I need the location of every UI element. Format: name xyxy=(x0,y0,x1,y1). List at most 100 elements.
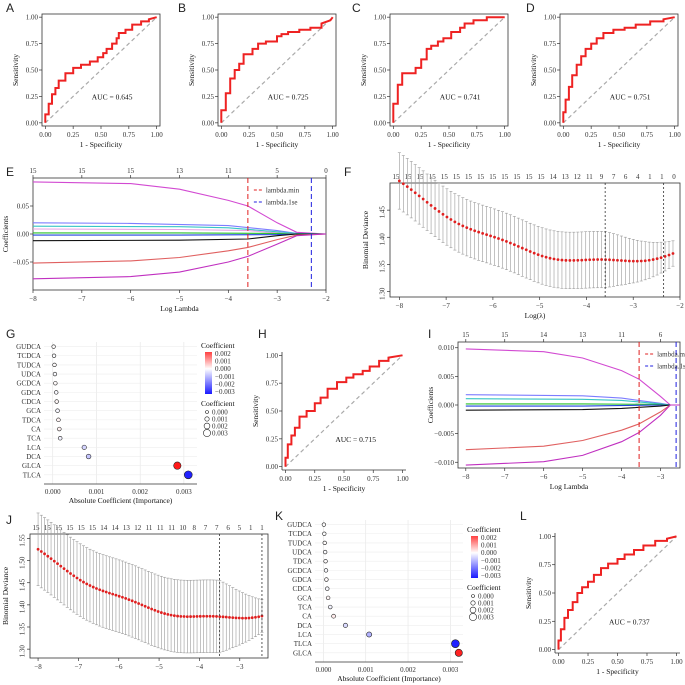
lasso-ytick-label-I: −0.010 xyxy=(434,459,454,467)
legend-size-key-K xyxy=(470,600,476,606)
lasso-xtick-label-E: −6 xyxy=(127,295,135,303)
cv-xtick-label-F: −8 xyxy=(396,302,404,310)
legend-color-tick-G: −0.002 xyxy=(215,380,235,388)
imp-xtick-label-K: 0.001 xyxy=(358,666,374,674)
lasso-ytick-label-I: 0.010 xyxy=(438,344,454,352)
cv-toptick-label-F: 15 xyxy=(465,173,473,181)
imp-point-G xyxy=(52,362,57,368)
roc-ylabel-B: Sensitivity xyxy=(187,54,196,86)
cv-point-F xyxy=(576,258,580,262)
cv-point-F xyxy=(512,243,516,247)
cv-point-J xyxy=(59,564,63,568)
cv-point-J xyxy=(192,615,196,618)
cv-point-F xyxy=(639,259,643,263)
cv-toptick-label-J: 11 xyxy=(168,524,175,532)
cv-toptick-label-F: 15 xyxy=(405,173,413,181)
legend-color-tick-G: −0.001 xyxy=(215,373,235,381)
cv-point-J xyxy=(172,614,176,618)
roc-curve-C xyxy=(392,16,505,123)
imp-point-K xyxy=(323,568,329,573)
cv-point-F xyxy=(663,254,667,258)
panel-label-L: L xyxy=(520,509,527,523)
legend-color-tick-G: 0.000 xyxy=(215,365,231,373)
cv-point-J xyxy=(176,614,179,618)
coef-path-E xyxy=(32,233,327,264)
panel-label-G: G xyxy=(6,327,15,341)
cv-ylabel-F: Binomial Deviance xyxy=(361,210,370,269)
roc-curve-H xyxy=(284,354,403,467)
imp-point-K xyxy=(324,577,329,582)
imp-point-G xyxy=(57,435,63,441)
roc-xtick-label-H: 0.75 xyxy=(367,475,380,483)
legend-min-label-E: lambda.min xyxy=(266,187,300,195)
imp-point-G xyxy=(53,381,58,386)
roc-curve-L xyxy=(557,535,677,650)
cv-toptick-label-J: 15 xyxy=(33,524,41,532)
roc-xtick-label-B: 0.25 xyxy=(243,131,256,139)
roc-xtick-label-L: 0.50 xyxy=(611,658,624,666)
roc-ytick-label-B: 1.00 xyxy=(202,14,215,22)
cv-point-J xyxy=(182,615,186,618)
auc-label-D: AUC = 0.751 xyxy=(610,93,651,102)
roc-xtick-label-D: 0.50 xyxy=(613,131,626,139)
cv-point-F xyxy=(429,203,433,207)
cv-point-F xyxy=(544,255,548,259)
auc-label-A: AUC = 0.645 xyxy=(92,93,133,102)
legend-color-tick-G: 0.002 xyxy=(215,350,231,358)
legend-size-key-G xyxy=(203,422,211,430)
cv-point-F xyxy=(501,238,504,242)
cv-xtick-label-J: −7 xyxy=(75,663,83,671)
roc-xtick-label-C: 0.00 xyxy=(387,131,400,139)
imp-category-label-G: GDCA xyxy=(21,389,41,397)
cv-point-F xyxy=(417,194,421,198)
imp-category-label-K: GCDCA xyxy=(287,567,312,575)
cv-point-J xyxy=(150,607,154,611)
roc-xtick-label-D: 0.75 xyxy=(641,131,654,139)
cv-point-J xyxy=(156,610,160,613)
imp-category-label-K: GLCA xyxy=(293,649,312,657)
cv-point-J xyxy=(98,588,102,592)
legend-size-label-G: 0.002 xyxy=(212,423,228,431)
lasso-toptick-label-E: 15 xyxy=(78,167,86,175)
legend-color-title-K: Coefficient xyxy=(467,525,502,534)
roc-curve-B xyxy=(220,16,334,123)
legend-size-key-K xyxy=(471,594,475,598)
cv-toptick-label-F: 9 xyxy=(600,173,604,181)
legend-color-title-G: Coefficient xyxy=(201,341,236,350)
cv-ytick-label-F: 1.30 xyxy=(379,287,387,300)
cv-point-J xyxy=(153,608,157,612)
cv-point-F xyxy=(409,188,413,192)
cv-point-J xyxy=(111,592,115,596)
legend-size-title-G: Coefficient xyxy=(201,399,236,408)
imp-category-label-G: LCA xyxy=(27,444,41,452)
cv-toptick-label-F: 15 xyxy=(489,173,497,181)
cv-toptick-label-F: 6 xyxy=(624,173,628,181)
imp-category-label-G: TUDCA xyxy=(17,361,41,369)
cv-point-J xyxy=(208,614,212,618)
cv-point-J xyxy=(185,615,189,618)
roc-diagonal-A xyxy=(44,16,158,124)
roc-xtick-label-H: 1.00 xyxy=(396,475,409,483)
cv-point-F xyxy=(600,258,604,261)
imp-category-label-G: CDCA xyxy=(22,398,41,406)
cv-xtick-label-F: −5 xyxy=(536,302,544,310)
cv-point-F xyxy=(449,218,453,221)
lasso-toptick-label-E: 15 xyxy=(30,167,38,175)
lasso-toptick-label-I: 6 xyxy=(659,331,663,339)
imp-xtick-label-K: 0.000 xyxy=(316,666,332,674)
roc-diagonal-B xyxy=(220,16,334,124)
cv-point-J xyxy=(163,612,167,615)
cv-point-F xyxy=(592,258,596,262)
cv-point-J xyxy=(234,616,238,620)
cv-point-J xyxy=(241,616,244,620)
roc-ytick-label-L: 1.00 xyxy=(539,533,552,541)
roc-ytick-label-B: 0.25 xyxy=(202,93,215,101)
cv-toptick-label-F: 15 xyxy=(513,173,521,181)
cv-point-J xyxy=(215,615,218,618)
imp-bg-K xyxy=(315,520,463,662)
imp-xtick-label-G: 0.002 xyxy=(132,488,148,496)
legend-size-key-K xyxy=(469,613,477,621)
cv-xtick-label-F: −2 xyxy=(676,302,684,310)
legend-size-key-K xyxy=(469,606,477,614)
